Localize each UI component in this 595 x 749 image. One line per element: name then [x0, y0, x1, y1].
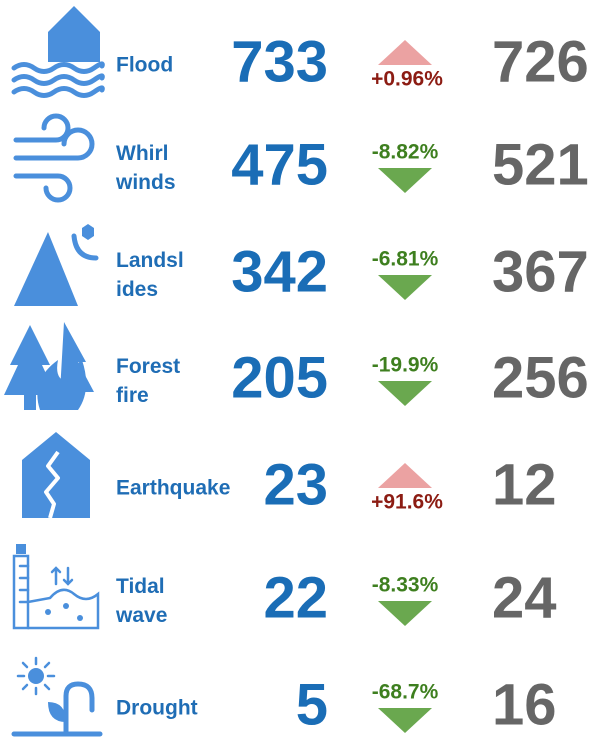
row-label: fire [116, 384, 149, 407]
earthquake-icon [22, 432, 90, 519]
forest-fire-icon [4, 322, 94, 410]
row-label: Whirl [116, 142, 169, 165]
change: -8.33% [372, 574, 439, 597]
row-label: Landsl [116, 249, 184, 272]
current-value: 342 [231, 239, 328, 304]
current-value: 23 [263, 452, 328, 517]
change: -8.82% [372, 141, 439, 164]
previous-value: 726 [492, 29, 589, 94]
change: +0.96% [371, 68, 443, 91]
down-triangle [378, 168, 432, 193]
previous-value: 12 [492, 452, 557, 517]
previous-value: 16 [492, 672, 557, 737]
current-value: 5 [296, 672, 328, 737]
down-triangle [378, 708, 432, 733]
current-value: 733 [231, 29, 328, 94]
tidal-wave-icon [12, 544, 100, 630]
change: -19.9% [372, 354, 439, 377]
row-label: wave [115, 604, 167, 627]
landslide-icon [14, 224, 99, 306]
row-label: Earthquake [116, 477, 230, 500]
previous-value: 24 [492, 565, 557, 630]
drought-icon [11, 656, 103, 737]
row-label: winds [115, 171, 176, 194]
change: -68.7% [372, 681, 439, 704]
previous-value: 256 [492, 345, 589, 410]
previous-value: 367 [492, 239, 589, 304]
down-triangle [378, 381, 432, 406]
whirlwind-icon [13, 113, 95, 203]
row-label: Forest [116, 355, 180, 378]
row-label: Tidal [116, 575, 165, 598]
row-label: Flood [116, 54, 173, 77]
flood-icon [11, 6, 105, 98]
current-value: 22 [263, 565, 328, 630]
up-triangle [378, 40, 432, 65]
previous-value: 521 [492, 132, 589, 197]
current-value: 205 [231, 345, 328, 410]
row-label: Drought [116, 697, 198, 720]
change: +91.6% [371, 491, 443, 514]
down-triangle [378, 601, 432, 626]
row-label: ides [116, 278, 158, 301]
up-triangle [378, 463, 432, 488]
down-triangle [378, 275, 432, 300]
current-value: 475 [231, 132, 328, 197]
change: -6.81% [372, 248, 439, 271]
